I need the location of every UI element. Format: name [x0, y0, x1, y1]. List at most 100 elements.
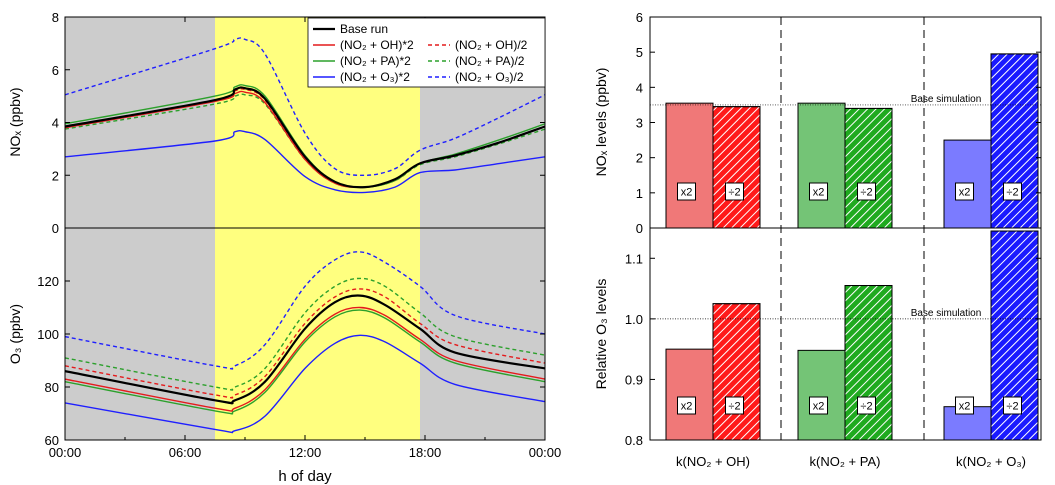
y-tick-label: 60 [45, 433, 59, 448]
bar-label: ÷2 [1006, 187, 1018, 199]
y-tick-label: 4 [636, 80, 643, 95]
time-x-ticks: 00:00 06:00 12:00 18:00 00:00 [49, 17, 562, 460]
bar-label-box [857, 182, 876, 201]
legend: Base run (NO₂ + OH)*2 (NO₂ + OH)/2 (NO₂ + P… [307, 17, 546, 88]
base-simulation-label: Base simulation [911, 308, 982, 319]
legend-entry: (NO₂ + O₃)/2 [455, 70, 524, 84]
y-tick-label: 0 [636, 221, 643, 236]
bar [797, 349, 846, 441]
x-tick-label: 18:00 [409, 445, 442, 460]
y-tick-label: 1.0 [625, 312, 643, 327]
series-line-dashed-5 [65, 277, 545, 391]
legend-entry: (NO₂ + O₃)*2 [340, 70, 410, 84]
legend-entry: (NO₂ + OH)*2 [340, 38, 414, 52]
right-top-panel: x2 ÷2 x2 ÷2 x2 ÷2 0 1 2 3 4 5 6 NOₓ levels (ppbv) B… [593, 10, 1041, 236]
y-tick-label: 6 [52, 63, 59, 78]
bar-hatch [712, 303, 761, 441]
bar-label: x2 [959, 401, 971, 413]
nox-series-lines [65, 37, 545, 194]
nox-y-axis-label: NOₓ (ppbv) [7, 87, 23, 156]
category-label: k(NO₂ + O₃) [956, 454, 1026, 469]
series-line-solid-3 [65, 334, 545, 434]
o3-bars: x2 ÷2 x2 ÷2 x2 ÷2 [665, 230, 1039, 441]
bar-label: ÷2 [860, 187, 872, 199]
bar-hatch [712, 106, 761, 229]
x-tick-label: 00:00 [529, 445, 562, 460]
y-tick-label: 3 [636, 116, 643, 131]
series-line-solid-0 [65, 86, 545, 189]
x-tick-label: 06:00 [169, 445, 202, 460]
y-tick-label: 1 [636, 186, 643, 201]
bar-label-box [725, 182, 744, 201]
o3-y-axis-label: O₃ (ppbv) [7, 304, 23, 364]
bar [797, 102, 846, 229]
y-tick-label: 1.1 [625, 251, 643, 266]
bar-hatch [990, 53, 1039, 229]
night-shading-evening [420, 228, 545, 440]
daytime-shading [215, 228, 420, 440]
y-tick-label: 120 [37, 274, 59, 289]
bar-label: ÷2 [728, 187, 740, 199]
nox-levels-y-ticks: 0 1 2 3 4 5 6 [636, 10, 1041, 236]
series-line-solid-2 [65, 309, 545, 415]
bar-label-box [857, 396, 876, 415]
y-tick-label: 2 [52, 168, 59, 183]
bar-label-box [677, 396, 696, 415]
series-line-solid-3 [65, 129, 545, 194]
relative-o3-y-axis-label: Relative O₃ levels [593, 279, 609, 390]
series-line-solid-1 [65, 306, 545, 412]
night-shading-morning [65, 228, 215, 440]
x-tick-label: 00:00 [49, 445, 82, 460]
bar-label-box [725, 396, 744, 415]
right-bottom-panel: x2 ÷2 x2 ÷2 x2 ÷2 0.80.91.01.1 k(NO₂ + OH) k(N… [593, 230, 1041, 469]
series-line-solid-0 [65, 294, 545, 405]
series-line-dashed-6 [65, 251, 545, 370]
right-bottom-frame [649, 227, 1042, 441]
bar-hatch [844, 285, 893, 441]
y-tick-label: 8 [52, 10, 59, 25]
legend-box [307, 17, 546, 88]
bar-label-box [955, 182, 974, 201]
bar-label: ÷2 [728, 401, 740, 413]
bar-label-box [677, 182, 696, 201]
bar-hatch [844, 107, 893, 229]
nox-bars: x2 ÷2 x2 ÷2 x2 ÷2 [665, 53, 1039, 229]
category-label: k(NO₂ + OH) [676, 454, 750, 469]
nox-levels-y-axis-label: NOₓ levels (ppbv) [593, 68, 609, 177]
y-tick-label: 4 [52, 116, 59, 131]
legend-entry: Base run [340, 22, 388, 36]
bar-label: ÷2 [860, 401, 872, 413]
bar-label: x2 [813, 401, 825, 413]
bar-label-box [955, 396, 974, 415]
x-axis-label: h of day [278, 468, 332, 485]
bar-label: ÷2 [1006, 401, 1018, 413]
bar-label: x2 [681, 187, 693, 199]
left-bottom-frame [64, 227, 546, 441]
series-line-dashed-4 [65, 288, 545, 399]
y-tick-label: 2 [636, 151, 643, 166]
bar-label: x2 [813, 187, 825, 199]
bar-label: x2 [681, 401, 693, 413]
bar-label-box [809, 396, 828, 415]
y-tick-label: 0 [52, 221, 59, 236]
category-label: k(NO₂ + PA) [810, 454, 881, 469]
legend-entry: (NO₂ + OH)/2 [455, 38, 528, 52]
series-line-dashed-6 [65, 37, 545, 177]
bar-label-box [1003, 182, 1022, 201]
relative-o3-y-ticks: 0.8 0.9 1.0 1.1 [625, 251, 1041, 448]
bar-label: x2 [959, 187, 971, 199]
y-tick-label: 100 [37, 327, 59, 342]
reaction-category-labels: k(NO₂ + OH) k(NO₂ + PA) k(NO₂ + O₃) [676, 454, 1026, 469]
bar-label-box [809, 182, 828, 201]
legend-entry: (NO₂ + PA)*2 [340, 54, 411, 68]
y-tick-label: 0.8 [625, 433, 643, 448]
x-tick-label: 12:00 [289, 445, 322, 460]
o3-series-lines [65, 251, 545, 434]
y-tick-label: 0.9 [625, 372, 643, 387]
bar-label-box [1003, 396, 1022, 415]
legend-entry: (NO₂ + PA)/2 [455, 54, 525, 68]
y-tick-label: 80 [45, 380, 59, 395]
series-line-dashed-5 [65, 93, 545, 189]
